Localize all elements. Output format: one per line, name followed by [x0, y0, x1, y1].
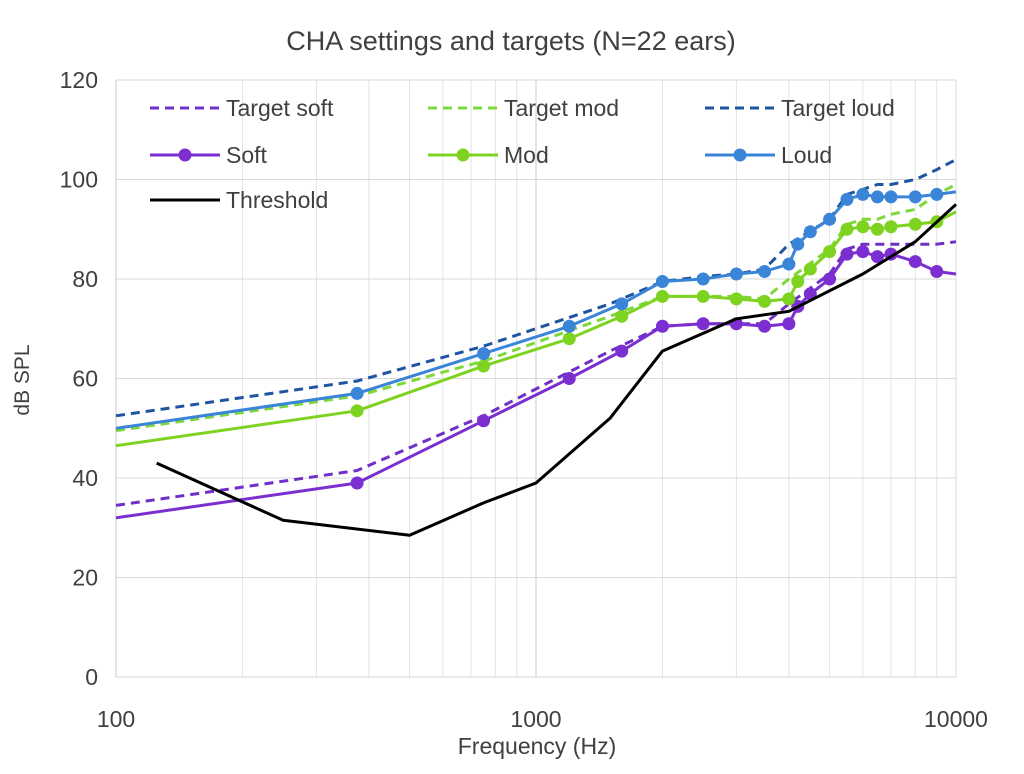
y-tick-label: 60 — [72, 366, 98, 392]
y-tick-label: 80 — [72, 266, 98, 292]
series-line — [115, 183, 957, 433]
legend-item: Target mod — [428, 95, 619, 121]
data-point — [350, 404, 364, 418]
data-point — [782, 317, 796, 331]
data-point — [729, 267, 743, 281]
legend-label: Target loud — [781, 95, 895, 121]
legend: Target soft Target mod Target loud Soft Mod L… — [150, 95, 895, 213]
data-point — [350, 386, 364, 400]
data-point — [655, 319, 669, 333]
data-point — [803, 262, 817, 276]
data-point — [840, 222, 854, 236]
data-point — [930, 265, 944, 279]
series-line — [115, 240, 957, 507]
data-point — [615, 344, 629, 358]
x-tick-label: 100 — [97, 706, 135, 732]
legend-item: Soft — [150, 142, 268, 168]
data-point — [823, 245, 837, 259]
legend-item: Target loud — [705, 95, 895, 121]
series-soft — [115, 245, 957, 520]
data-point — [477, 414, 491, 428]
data-point — [930, 187, 944, 201]
chart-title: CHA settings and targets (N=22 ears) — [286, 26, 735, 56]
y-tick-label: 100 — [60, 167, 98, 193]
legend-label: Loud — [781, 142, 832, 168]
series-threshold — [156, 203, 958, 537]
y-tick-label: 20 — [72, 565, 98, 591]
data-point — [856, 220, 870, 234]
data-point — [791, 237, 805, 251]
data-point — [696, 289, 710, 303]
legend-marker — [178, 148, 192, 162]
legend-item: Target soft — [150, 95, 334, 121]
data-point — [758, 265, 772, 279]
data-point — [884, 190, 898, 204]
data-point — [758, 319, 772, 333]
data-point — [908, 217, 922, 231]
series-lines — [115, 158, 958, 537]
series-mod — [115, 210, 957, 448]
x-axis-title: Frequency (Hz) — [458, 733, 616, 759]
data-point — [870, 222, 884, 236]
legend-label: Threshold — [226, 187, 328, 213]
data-point — [870, 190, 884, 204]
legend-item: Threshold — [150, 187, 328, 213]
legend-label: Target mod — [504, 95, 619, 121]
legend-label: Mod — [504, 142, 549, 168]
data-point — [840, 192, 854, 206]
data-point — [908, 190, 922, 204]
data-point — [562, 372, 576, 385]
legend-item: Loud — [705, 142, 832, 168]
data-point — [477, 347, 491, 361]
data-point — [791, 274, 805, 288]
data-point — [562, 332, 576, 346]
data-point — [562, 319, 576, 333]
data-point — [840, 247, 854, 261]
data-point — [908, 255, 922, 269]
legend-marker — [456, 148, 470, 162]
data-point — [350, 476, 364, 490]
legend-item: Mod — [428, 142, 549, 168]
data-point — [477, 359, 491, 373]
data-point — [696, 317, 710, 331]
series-target-mod — [115, 183, 957, 433]
series-target-soft — [115, 240, 957, 507]
data-point — [856, 245, 870, 259]
series-loud — [115, 187, 957, 430]
series-line — [156, 203, 958, 537]
data-point — [615, 309, 629, 323]
axes: 0 20 40 60 80 100 120 100 1000 10000 — [60, 67, 988, 732]
legend-label: Target soft — [226, 95, 334, 121]
data-point — [696, 272, 710, 286]
data-point — [782, 257, 796, 271]
data-point — [729, 292, 743, 306]
y-tick-label: 120 — [60, 67, 98, 93]
data-point — [803, 225, 817, 239]
legend-marker — [733, 148, 747, 162]
y-tick-label: 40 — [72, 465, 98, 491]
legend-label: Soft — [226, 142, 268, 168]
data-point — [655, 289, 669, 303]
data-point — [823, 272, 837, 286]
data-point — [655, 274, 669, 288]
data-point — [758, 294, 772, 308]
y-tick-label: 0 — [85, 664, 98, 690]
data-point — [615, 297, 629, 311]
x-tick-label: 1000 — [510, 706, 561, 732]
data-point — [884, 220, 898, 234]
grid — [115, 79, 957, 678]
data-point — [856, 187, 870, 201]
x-tick-label: 10000 — [924, 706, 988, 732]
data-point — [782, 292, 796, 306]
data-point — [823, 212, 837, 226]
data-point — [870, 250, 884, 264]
y-axis-title: dB SPL — [11, 344, 34, 415]
